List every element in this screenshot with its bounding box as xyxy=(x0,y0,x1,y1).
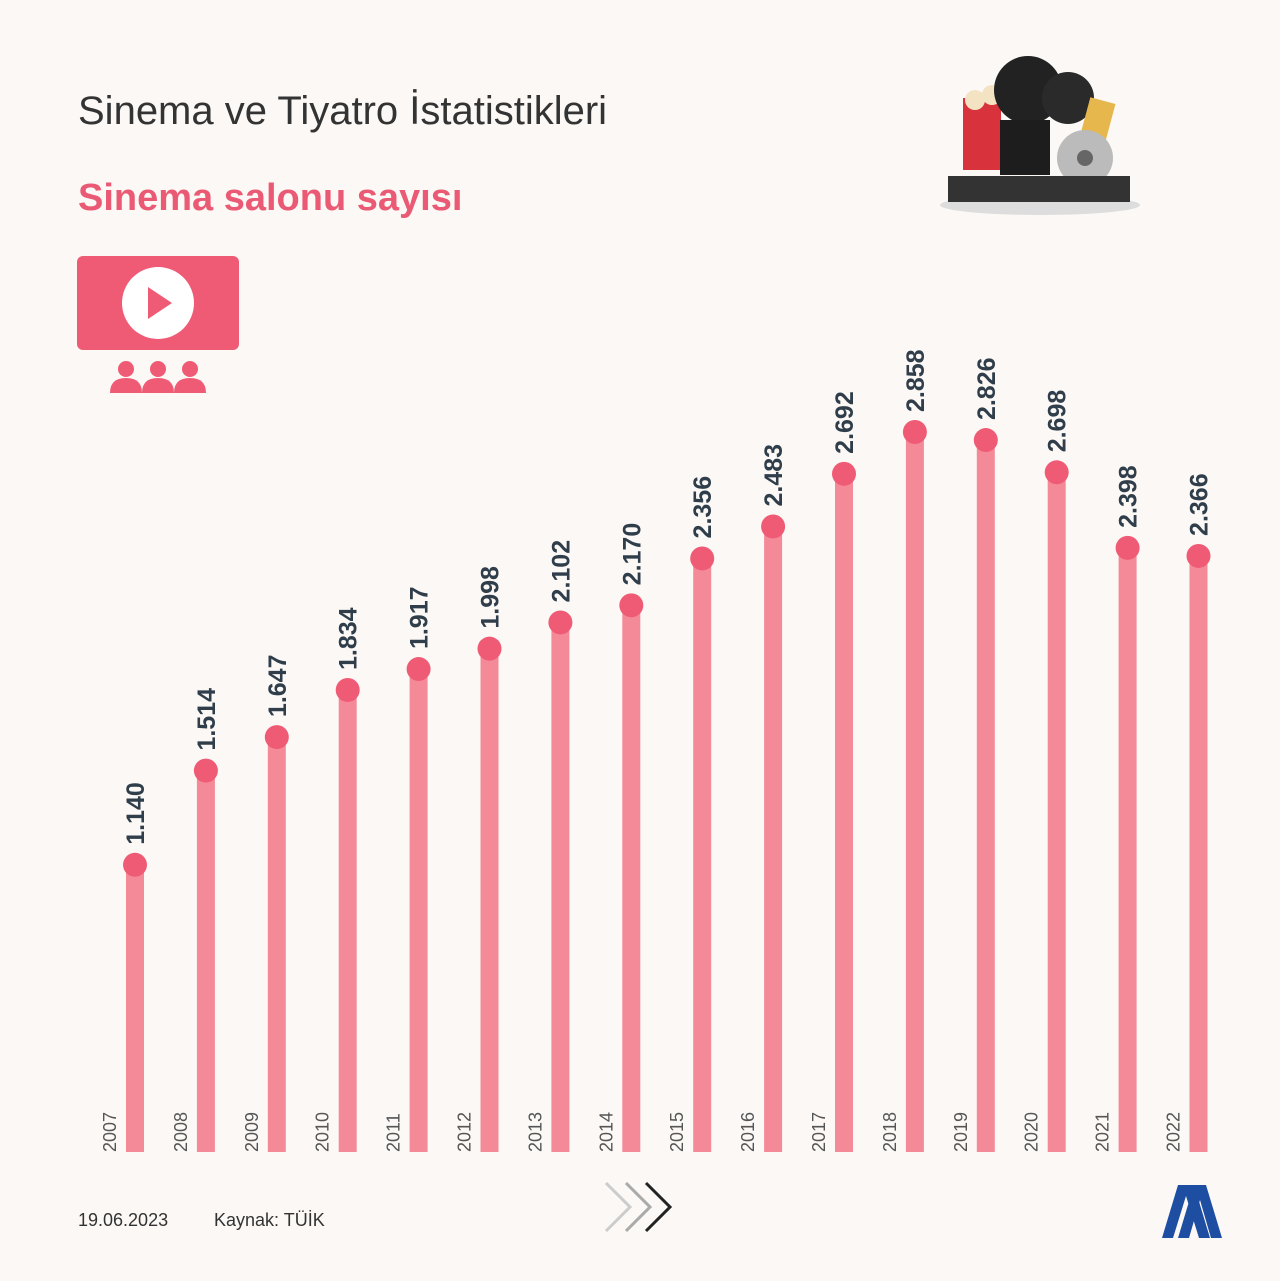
value-label: 2.858 xyxy=(902,349,930,412)
x-tick-label: 2013 xyxy=(525,1112,545,1152)
dot xyxy=(193,758,218,783)
date: 19.06.2023 xyxy=(78,1210,168,1230)
dot xyxy=(123,852,147,877)
dot xyxy=(690,546,715,571)
bar xyxy=(835,473,853,1152)
value-label: 1.834 xyxy=(335,607,363,670)
dot xyxy=(264,725,289,750)
bar xyxy=(267,737,286,1152)
cinema-icon xyxy=(77,256,239,393)
dot xyxy=(548,610,573,635)
source: Kaynak: TÜİK xyxy=(214,1210,325,1230)
x-tick-label: 2012 xyxy=(455,1112,475,1152)
x-tick-label: 2019 xyxy=(951,1112,971,1152)
value-label: 2.366 xyxy=(1186,473,1214,536)
dot xyxy=(335,677,360,702)
bar xyxy=(126,864,144,1152)
x-tick-label: 2009 xyxy=(242,1112,262,1152)
chart-title: Sinema ve Tiyatro İstatistikleri xyxy=(78,88,607,133)
bar xyxy=(551,622,570,1152)
value-label: 2.356 xyxy=(689,476,717,539)
arrows xyxy=(604,1181,673,1233)
x-tick-label: 2022 xyxy=(1164,1112,1184,1152)
x-tick-label: 2014 xyxy=(596,1112,616,1152)
x-tick-label: 2008 xyxy=(171,1112,191,1152)
value-label: 1.998 xyxy=(477,566,505,629)
bar xyxy=(409,669,428,1152)
value-label: 1.647 xyxy=(264,655,292,718)
x-tick-label: 2016 xyxy=(738,1112,758,1152)
x-tick-label: 2020 xyxy=(1022,1112,1042,1152)
bar xyxy=(480,648,499,1152)
value-label: 2.826 xyxy=(973,357,1001,420)
dot xyxy=(1186,543,1211,568)
dot xyxy=(761,514,786,539)
aa-logo xyxy=(1162,1185,1222,1238)
x-tick-label: 2007 xyxy=(100,1112,120,1152)
dot xyxy=(973,428,998,453)
dot xyxy=(1044,460,1069,485)
x-tick-label: 2011 xyxy=(384,1113,404,1152)
bar xyxy=(1047,472,1066,1152)
x-tick-label: 2010 xyxy=(313,1112,333,1152)
x-tick-label: 2017 xyxy=(809,1112,829,1152)
value-label: 2.398 xyxy=(1115,465,1143,528)
value-label: 2.692 xyxy=(831,391,859,454)
film-illustration xyxy=(940,56,1140,215)
bar xyxy=(196,770,215,1152)
chart-subtitle: Sinema salonu sayısı xyxy=(78,177,462,219)
dot xyxy=(902,420,927,444)
bar xyxy=(1118,547,1137,1152)
dot xyxy=(832,461,856,486)
dot xyxy=(477,636,502,661)
value-label: 1.140 xyxy=(122,782,150,845)
bar xyxy=(622,605,641,1152)
value-label: 2.102 xyxy=(547,540,575,603)
bar xyxy=(905,432,924,1152)
bar xyxy=(764,526,783,1152)
bar xyxy=(693,558,712,1152)
x-tick-label: 2021 xyxy=(1093,1112,1113,1152)
bar xyxy=(1189,555,1208,1152)
dot xyxy=(1115,535,1140,560)
value-label: 2.483 xyxy=(760,444,788,507)
bar xyxy=(976,440,995,1152)
dot xyxy=(406,657,431,682)
bar xyxy=(338,689,357,1152)
dot xyxy=(619,593,644,618)
x-tick-label: 2015 xyxy=(667,1112,687,1152)
value-label: 2.170 xyxy=(618,523,646,586)
value-label: 2.698 xyxy=(1044,390,1072,453)
x-tick-label: 2018 xyxy=(880,1112,900,1152)
value-label: 1.917 xyxy=(406,586,434,649)
value-label: 1.514 xyxy=(193,688,221,751)
